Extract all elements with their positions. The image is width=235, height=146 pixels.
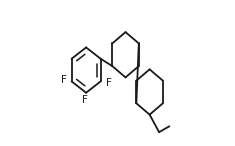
Text: F: F [82,95,88,105]
Text: F: F [61,75,67,85]
Text: F: F [106,78,112,88]
